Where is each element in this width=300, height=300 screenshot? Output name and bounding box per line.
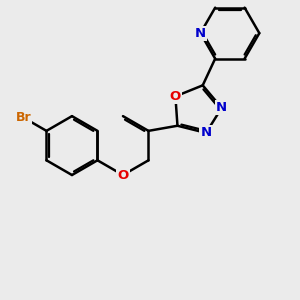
Text: O: O xyxy=(117,169,129,182)
Text: Br: Br xyxy=(16,111,31,124)
Text: N: N xyxy=(216,101,227,114)
Text: N: N xyxy=(200,126,211,140)
Text: N: N xyxy=(195,27,206,40)
Text: O: O xyxy=(170,90,181,103)
